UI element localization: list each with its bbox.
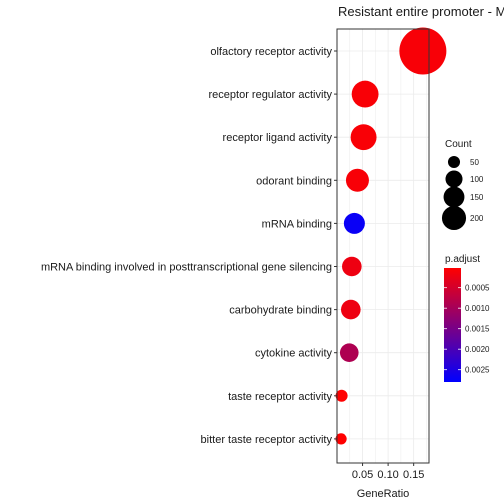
data-point bbox=[342, 256, 362, 277]
count-legend-title: Count bbox=[445, 139, 472, 150]
y-tick-label: odorant binding bbox=[256, 175, 332, 187]
plot-border bbox=[336, 28, 430, 464]
data-point bbox=[343, 212, 365, 234]
count-legend: Count 50 100 150 200 bbox=[441, 139, 484, 231]
data-point bbox=[345, 168, 369, 192]
x-tick-label: 0.05 bbox=[352, 469, 373, 481]
y-tick-label: cytokine activity bbox=[255, 348, 333, 360]
y-tick-label: taste receptor activity bbox=[228, 391, 332, 403]
y-tick-label: mRNA binding bbox=[262, 218, 332, 230]
y-tick-label: bitter taste receptor activity bbox=[201, 434, 333, 446]
data-point bbox=[340, 299, 361, 320]
x-axis-title: GeneRatio bbox=[357, 488, 410, 500]
x-axis: 0.05 0.10 0.15 bbox=[352, 463, 424, 481]
p-adjust-legend-title: p.adjust bbox=[445, 254, 480, 265]
count-legend-label: 50 bbox=[470, 158, 479, 167]
count-legend-label: 150 bbox=[470, 193, 484, 202]
y-tick-label: receptor regulator activity bbox=[209, 89, 333, 101]
count-legend-key bbox=[445, 170, 463, 188]
count-legend-key bbox=[443, 186, 465, 208]
chart-title: Resistant entire promoter - M bbox=[338, 4, 504, 19]
x-tick-label: 0.15 bbox=[403, 469, 424, 481]
colorbar-label: 0.0005 bbox=[465, 284, 490, 293]
p-adjust-legend: p.adjust 0.0005 0.0010 0.0015 0.0020 0.0025 bbox=[444, 254, 490, 382]
count-legend-key bbox=[447, 155, 461, 169]
y-tick-label: carbohydrate binding bbox=[229, 305, 332, 317]
y-tick-label: olfactory receptor activity bbox=[210, 46, 332, 58]
colorbar-label: 0.0010 bbox=[465, 304, 490, 313]
y-tick-label: mRNA binding involved in posttranscripti… bbox=[41, 262, 332, 274]
count-legend-label: 100 bbox=[470, 175, 484, 184]
data-point bbox=[339, 343, 359, 363]
y-axis-labels: olfactory receptor activity receptor regu… bbox=[41, 46, 337, 446]
p-adjust-colorbar bbox=[444, 268, 461, 382]
colorbar-label: 0.0020 bbox=[465, 345, 490, 354]
data-point bbox=[335, 389, 348, 402]
count-legend-key bbox=[441, 205, 467, 231]
data-point bbox=[351, 80, 379, 108]
count-legend-label: 200 bbox=[470, 214, 484, 223]
data-point bbox=[399, 27, 447, 75]
x-tick-label: 0.10 bbox=[377, 469, 398, 481]
plot-panel bbox=[335, 27, 447, 464]
data-point bbox=[350, 124, 377, 151]
y-tick-label: receptor ligand activity bbox=[223, 132, 333, 144]
colorbar-label: 0.0025 bbox=[465, 366, 490, 375]
data-point bbox=[335, 433, 347, 445]
colorbar-label: 0.0015 bbox=[465, 325, 490, 334]
